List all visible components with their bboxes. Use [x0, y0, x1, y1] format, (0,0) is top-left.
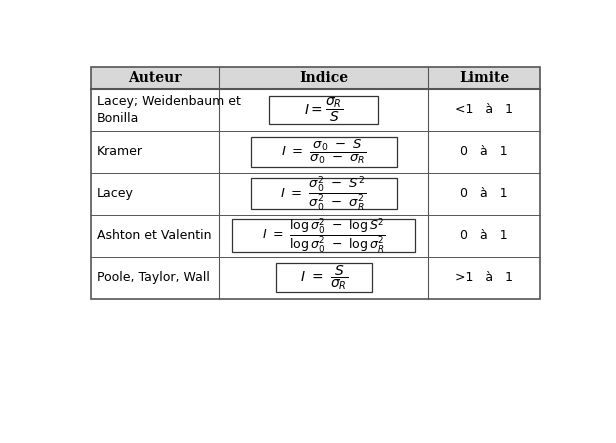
Text: Lacey: Lacey: [97, 187, 134, 200]
Text: Poole, Taylor, Wall: Poole, Taylor, Wall: [97, 271, 210, 284]
Bar: [251, 137, 397, 167]
Text: $\mathit{I}\ =\ \dfrac{\sigma_{\mathit{0}}^{\mathit{2}}\ -\ \mathit{S}^{\mathit{: $\mathit{I}\ =\ \dfrac{\sigma_{\mathit{0…: [280, 175, 367, 213]
Bar: [91, 67, 540, 89]
Bar: [269, 96, 378, 124]
Text: $\mathit{I} = \dfrac{\sigma_{\mathit{R}}}{\mathit{S}}$: $\mathit{I} = \dfrac{\sigma_{\mathit{R}}…: [304, 95, 343, 124]
Bar: [232, 219, 415, 252]
Bar: [275, 264, 371, 292]
Text: <1   à   1: <1 à 1: [455, 103, 513, 117]
Text: 0   à   1: 0 à 1: [460, 187, 508, 200]
Text: $\mathit{I}\ =\ \dfrac{\log\sigma_{\mathit{0}}^{\mathit{2}}\ -\ \log \mathit{S}^: $\mathit{I}\ =\ \dfrac{\log\sigma_{\math…: [262, 217, 386, 255]
Text: Lacey; Weidenbaum et
Bonilla: Lacey; Weidenbaum et Bonilla: [97, 95, 241, 125]
Text: Auteur: Auteur: [129, 71, 182, 85]
Text: >1   à   1: >1 à 1: [455, 271, 513, 284]
Text: $\mathit{I}\ =\ \dfrac{\mathit{S}}{\sigma_{\mathit{R}}}$: $\mathit{I}\ =\ \dfrac{\mathit{S}}{\sigm…: [299, 264, 347, 292]
Text: 0   à   1: 0 à 1: [460, 229, 508, 242]
Text: Indice: Indice: [299, 71, 348, 85]
Bar: [251, 178, 397, 210]
Text: Kramer: Kramer: [97, 145, 143, 158]
Text: Limite: Limite: [459, 71, 509, 85]
Text: Ashton et Valentin: Ashton et Valentin: [97, 229, 211, 242]
Text: 0   à   1: 0 à 1: [460, 145, 508, 158]
Text: $\mathit{I}\ =\ \dfrac{\sigma_{\mathit{0}}\ -\ \mathit{S}}{\sigma_{\mathit{0}}\ : $\mathit{I}\ =\ \dfrac{\sigma_{\mathit{0…: [281, 138, 367, 166]
Bar: [91, 67, 540, 299]
